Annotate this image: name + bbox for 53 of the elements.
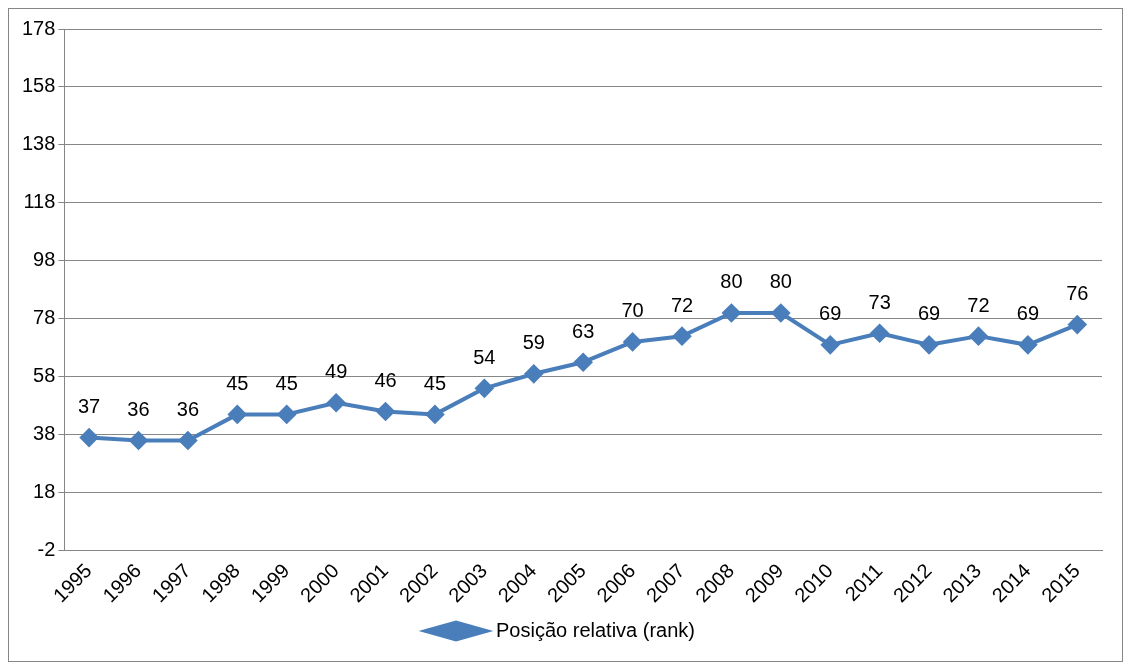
data-label: 36 <box>176 397 200 420</box>
point <box>722 303 741 322</box>
point <box>327 393 346 412</box>
point <box>178 431 197 450</box>
point <box>1018 335 1037 354</box>
data-label: 49 <box>325 360 348 383</box>
point <box>574 353 593 372</box>
y-tick-label: 98 <box>33 248 56 271</box>
y-tick-label: 18 <box>33 480 56 503</box>
point <box>425 405 444 424</box>
point <box>821 335 840 354</box>
point <box>623 332 642 351</box>
data-label: 72 <box>967 293 990 316</box>
data-label: 70 <box>621 299 644 322</box>
y-tick-label: 78 <box>33 306 56 329</box>
y-tick-label: 38 <box>33 422 56 445</box>
point <box>673 327 692 346</box>
data-label: 37 <box>77 395 101 418</box>
point <box>228 405 247 424</box>
data-label: 36 <box>127 397 150 420</box>
data-label: 54 <box>473 345 496 368</box>
point <box>129 431 148 450</box>
point <box>475 379 494 398</box>
point <box>277 405 296 424</box>
data-label: 46 <box>374 369 397 391</box>
data-label: 73 <box>868 290 891 313</box>
data-label: 69 <box>1016 302 1040 325</box>
data-label: 69 <box>819 302 842 325</box>
y-tick-label: -2 <box>37 538 56 561</box>
point <box>870 324 889 343</box>
point <box>376 402 395 421</box>
data-label: 45 <box>275 371 298 394</box>
point <box>771 303 790 322</box>
point <box>920 335 939 354</box>
data-label: 45 <box>226 371 249 394</box>
point <box>80 428 99 447</box>
data-label: 80 <box>720 270 743 293</box>
point <box>1068 315 1087 334</box>
legend-label: Posição relativa (rank) <box>496 618 695 641</box>
data-label: 69 <box>917 302 941 325</box>
point <box>524 364 543 383</box>
data-label: 45 <box>423 371 447 394</box>
point <box>969 327 988 346</box>
data-label: 76 <box>1066 282 1089 305</box>
y-tick-label: 58 <box>33 364 56 387</box>
y-tick-label: 138 <box>21 132 56 155</box>
y-tick-label: 118 <box>23 190 56 213</box>
data-label: 63 <box>572 319 595 342</box>
data-label: 72 <box>670 293 694 316</box>
y-tick-label: 178 <box>21 16 56 39</box>
data-label: 80 <box>769 270 792 293</box>
y-tick-label: 158 <box>21 74 56 97</box>
data-label: 59 <box>522 331 545 354</box>
